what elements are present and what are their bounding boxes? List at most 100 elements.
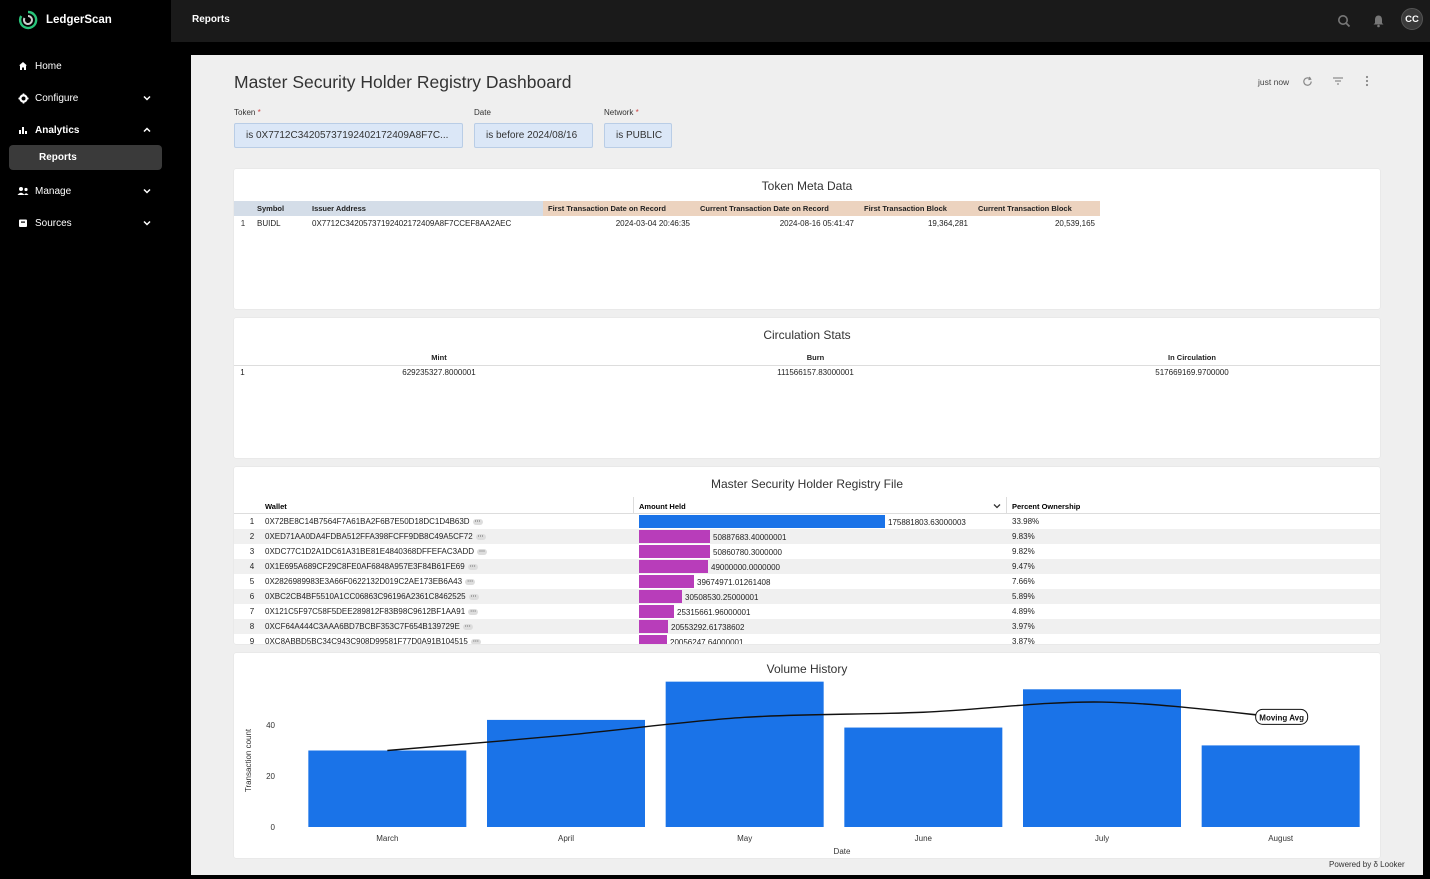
cell-current-date: 2024-08-16 05:41:47: [779, 219, 854, 228]
refresh-icon[interactable]: [1300, 74, 1314, 88]
more-icon[interactable]: ⋯: [470, 638, 481, 644]
people-icon: [17, 185, 29, 197]
column-header[interactable]: Current Transaction Block: [973, 201, 1100, 216]
cell-current-block: 20,539,165: [1054, 219, 1095, 228]
column-header-percent[interactable]: Percent Ownership: [1012, 502, 1081, 511]
looker-logo-icon: δ: [1373, 860, 1378, 869]
chevron-down-icon[interactable]: [141, 185, 153, 197]
column-header[interactable]: Issuer Address: [307, 201, 543, 216]
dashboard-canvas: Master Security Holder Registry Dashboar…: [191, 55, 1423, 875]
cell-percent: 3.97%: [1012, 622, 1035, 631]
chevron-down-icon[interactable]: [141, 92, 153, 104]
more-icon[interactable]: ⋯: [477, 548, 487, 555]
chevron-down-icon[interactable]: [141, 217, 153, 229]
column-header[interactable]: First Transaction Date on Record: [543, 201, 695, 216]
table-row: 2 0XED71AA0DA4FDBA512FFA398FCFF9DB8C49A5C…: [234, 529, 1380, 544]
sidebar-item-label: Manage: [35, 185, 72, 197]
sidebar-item-reports[interactable]: Reports: [9, 145, 162, 170]
y-axis-label: Transaction count: [244, 728, 253, 792]
tile-circulation: Circulation Stats Mint Burn In Circulati…: [234, 318, 1380, 458]
row-number: 1: [240, 368, 245, 378]
sidebar-item-analytics[interactable]: Analytics: [17, 122, 157, 138]
chart-title: Volume History: [766, 662, 848, 676]
sidebar-item-configure[interactable]: Configure: [17, 90, 157, 106]
cell-percent: 7.66%: [1012, 577, 1035, 586]
more-icon[interactable]: ⋯: [465, 578, 476, 585]
cell-wallet: 0XBC2CB4BF5510A1CC06863C96196A2361C84625…: [265, 592, 479, 601]
sidebar-item-sources[interactable]: Sources: [17, 215, 157, 231]
cell-symbol: BUIDL: [257, 219, 281, 228]
more-icon[interactable]: ⋯: [462, 623, 473, 630]
cell-wallet: 0X72BE8C14B7564F7A61BA2F6B7E50D18DC1D4B6…: [265, 517, 483, 526]
sort-desc-icon[interactable]: [992, 501, 1002, 511]
cell-percent: 9.83%: [1012, 532, 1035, 541]
more-icon[interactable]: ⋯: [475, 533, 486, 540]
bell-icon[interactable]: [1368, 11, 1388, 31]
column-header[interactable]: Symbol: [252, 201, 307, 216]
more-vert-icon[interactable]: [1360, 74, 1374, 88]
more-icon[interactable]: ⋯: [467, 563, 478, 570]
brand-name: LedgerScan: [46, 14, 112, 26]
filter-date: Date is before 2024/08/16: [474, 108, 593, 148]
column-header[interactable]: Current Transaction Date on Record: [695, 201, 859, 216]
column-header[interactable]: Mint: [251, 350, 627, 366]
table-row: 7 0X121C5F97C58F5DEE289812F83B98C9612BF1A…: [234, 604, 1380, 619]
cell-wallet: 0X2826989983E3A66F0622132D019C2AE173EB6A…: [265, 577, 476, 586]
cell-wallet: 0X121C5F97C58F5DEE289812F83B98C9612BF1AA…: [265, 607, 479, 616]
tile-volume-history: Volume History 0 20 40 Transaction count Mar…: [234, 653, 1380, 858]
cell-wallet: 0XDC77C1D2A1DC61A31BE81E4840368DFFEFAC3A…: [265, 547, 487, 556]
column-header[interactable]: First Transaction Block: [859, 201, 973, 216]
filter-network: Network * is PUBLIC: [604, 108, 672, 148]
cell-wallet: 0XCF64A444C3AAA6BD7BCBF353C7F654B139729E…: [265, 622, 473, 631]
search-icon[interactable]: [1334, 11, 1354, 31]
required-marker: *: [257, 108, 261, 117]
cell-amount: 20056247.64000001: [670, 638, 744, 644]
amount-bar: [639, 635, 667, 644]
column-header-amount[interactable]: Amount Held: [639, 502, 686, 511]
x-tick-label: May: [737, 834, 752, 843]
sidebar-item-manage[interactable]: Manage: [17, 183, 157, 199]
x-tick-label: July: [1095, 834, 1109, 843]
cell-first-block: 19,364,281: [927, 219, 968, 228]
row-number: 8: [249, 622, 255, 631]
ledgerscan-logo-icon: [18, 10, 38, 30]
sidebar: LedgerScan Home Configure Analytics Repo…: [0, 0, 171, 879]
cell-amount: 25315661.96000001: [677, 608, 751, 617]
column-header-wallet[interactable]: Wallet: [265, 502, 287, 511]
avatar[interactable]: CC: [1401, 8, 1423, 30]
more-icon[interactable]: ⋯: [468, 593, 479, 600]
sidebar-item-home[interactable]: Home: [17, 58, 157, 74]
amount-bar: [639, 545, 710, 558]
x-tick-label: June: [915, 834, 933, 843]
column-header[interactable]: In Circulation: [1004, 350, 1380, 366]
brand[interactable]: LedgerScan: [18, 10, 112, 30]
y-tick-label: 20: [266, 772, 275, 781]
y-tick-label: 40: [266, 721, 275, 730]
cell-wallet: 0X1E695A689CF29C8FE0AF6848A957E3F84B61FE…: [265, 562, 478, 571]
bar: [487, 719, 645, 827]
row-number: 1: [249, 517, 255, 526]
filter-label: Date: [474, 108, 491, 117]
cell-amount: 39674971.01261408: [697, 578, 771, 587]
cell-amount: 50860780.3000000: [713, 548, 782, 557]
tile-title: Circulation Stats: [763, 328, 851, 342]
filter-date-chip[interactable]: is before 2024/08/16: [474, 123, 593, 148]
cell-percent: 5.89%: [1012, 592, 1035, 601]
token-meta-table: Symbol Issuer Address First Transaction …: [234, 201, 1100, 231]
chevron-up-icon[interactable]: [141, 124, 153, 136]
column-header[interactable]: Burn: [627, 350, 1004, 366]
more-icon[interactable]: ⋯: [468, 608, 479, 615]
table-row: 3 0XDC77C1D2A1DC61A31BE81E4840368DFFEFAC3…: [234, 544, 1380, 559]
row-number: 9: [249, 637, 255, 644]
filter-network-chip[interactable]: is PUBLIC: [604, 123, 672, 148]
filter-token-chip[interactable]: is 0X7712C34205737192402172409A8F7C...: [234, 123, 463, 148]
moving-avg-badge: [1255, 708, 1309, 725]
table-row: 1 629235327.8000001 111566157.83000001 5…: [234, 365, 1380, 380]
filter-icon[interactable]: [1331, 74, 1345, 88]
more-icon[interactable]: ⋯: [472, 518, 483, 525]
y-tick-label: 0: [271, 823, 276, 832]
amount-bar: [639, 590, 682, 603]
bar: [1023, 689, 1181, 827]
cell-wallet: 0XED71AA0DA4FDBA512FFA398FCFF9DB8C49A5CF…: [265, 532, 486, 541]
cell-percent: 4.89%: [1012, 607, 1035, 616]
